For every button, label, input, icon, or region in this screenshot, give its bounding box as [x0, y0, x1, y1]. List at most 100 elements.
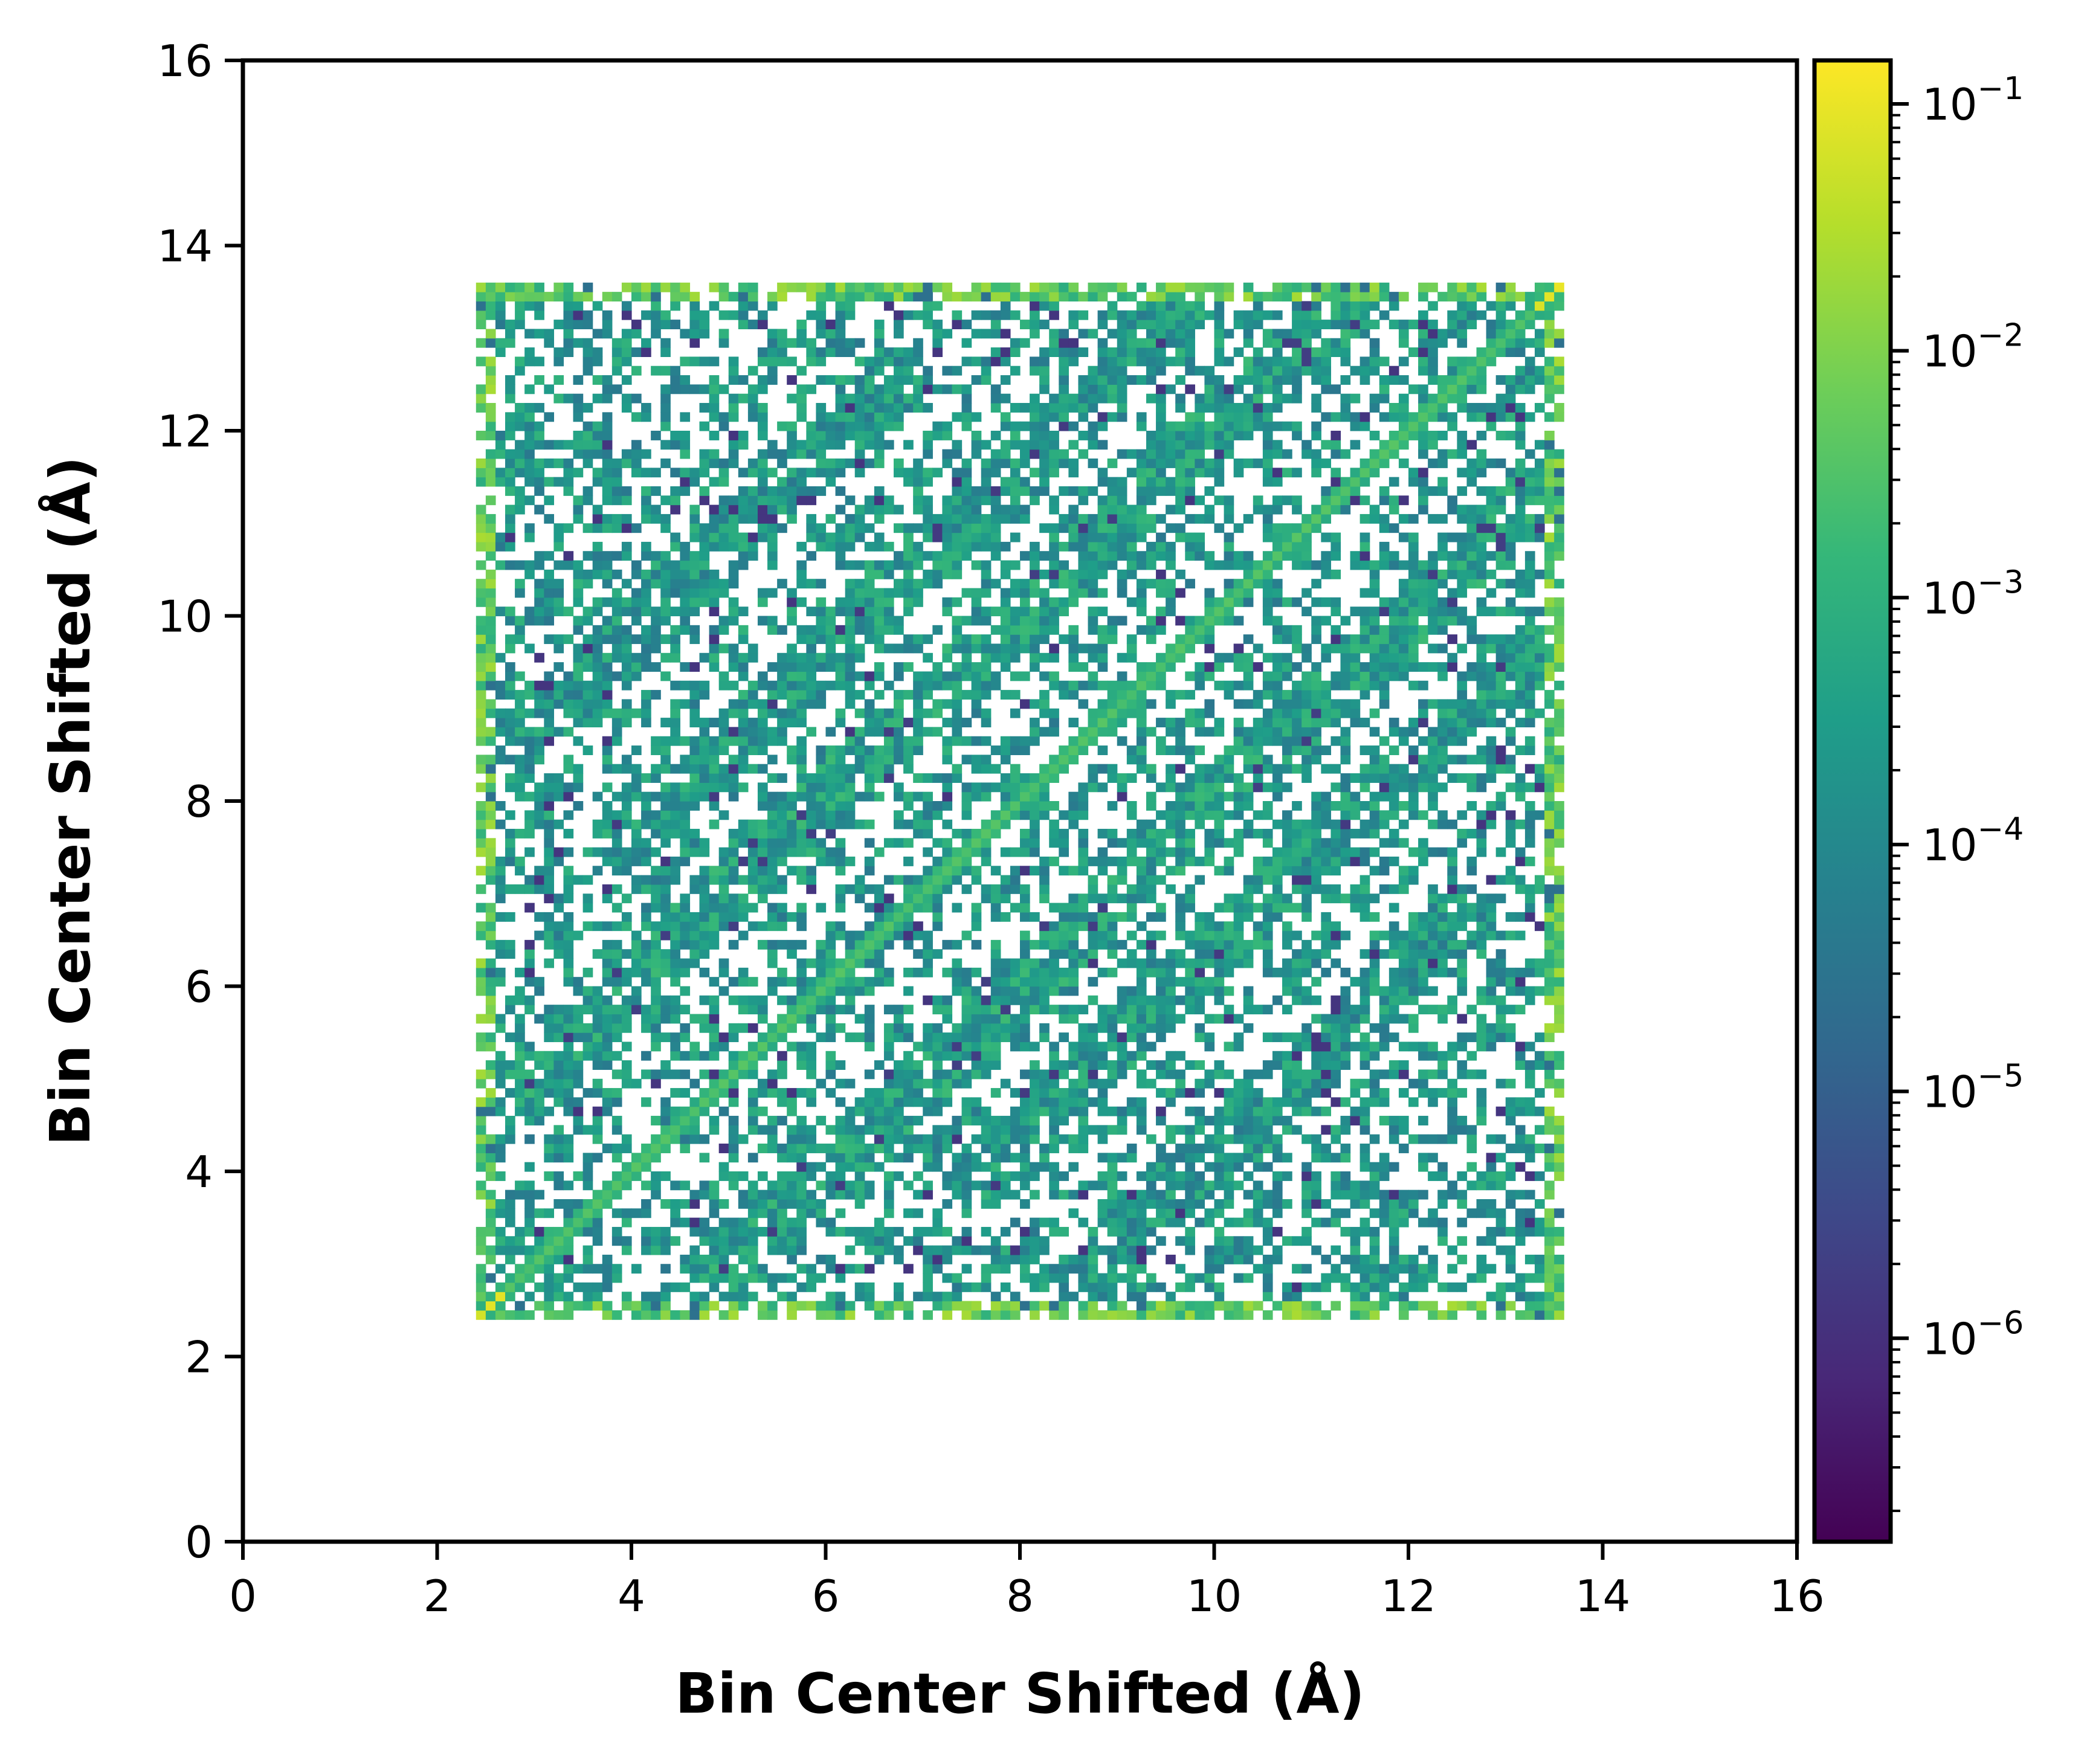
heatmap-cell [476, 643, 486, 654]
heatmap-cell [903, 560, 914, 570]
heatmap-cell [699, 884, 710, 894]
heatmap-cell [602, 939, 613, 950]
heatmap-cell [621, 856, 632, 866]
heatmap-cell [777, 1097, 787, 1107]
heatmap-cell [747, 292, 758, 302]
heatmap-cell [1030, 1116, 1040, 1125]
heatmap-cell [563, 468, 574, 478]
heatmap-cell [621, 1217, 632, 1228]
heatmap-cell [757, 1208, 768, 1218]
heatmap-cell [505, 1254, 515, 1264]
heatmap-cell [757, 1171, 768, 1181]
heatmap-cell [476, 1134, 486, 1144]
heatmap-cell [787, 662, 797, 672]
heatmap-cell [816, 329, 827, 339]
heatmap-cell [573, 301, 584, 311]
heatmap-cell [485, 1041, 496, 1052]
heatmap-cell [932, 662, 943, 672]
heatmap-cell [854, 504, 865, 515]
heatmap-cell [1146, 329, 1156, 339]
heatmap-cell [611, 708, 622, 718]
heatmap-cell [942, 1125, 953, 1135]
heatmap-cell [942, 421, 953, 431]
heatmap-cell [845, 1189, 856, 1200]
heatmap-cell [835, 504, 846, 515]
heatmap-cell [747, 643, 758, 654]
heatmap-cell [854, 1236, 865, 1246]
heatmap-cell [680, 958, 691, 968]
heatmap-cell [1156, 301, 1166, 311]
heatmap-cell [816, 1217, 827, 1228]
heatmap-cell [767, 810, 778, 820]
heatmap-cell [864, 421, 875, 431]
heatmap-cell [709, 1254, 720, 1264]
heatmap-cell [1049, 949, 1059, 959]
heatmap-cell [1126, 468, 1137, 478]
heatmap-cell [1039, 551, 1050, 561]
heatmap-cell [1117, 329, 1127, 339]
heatmap-cell [747, 1292, 758, 1302]
heatmap-cell [1166, 986, 1176, 996]
heatmap-cell [699, 597, 710, 607]
heatmap-cell [1156, 1208, 1166, 1218]
heatmap-cell [631, 828, 642, 839]
heatmap-cell [864, 393, 875, 404]
heatmap-cell [845, 301, 856, 311]
heatmap-cell [1010, 1189, 1021, 1200]
heatmap-cell [1126, 329, 1137, 339]
heatmap-cell [961, 495, 972, 506]
heatmap-cell [952, 560, 963, 570]
heatmap-cell [1000, 755, 1011, 765]
heatmap-cell [816, 541, 827, 552]
heatmap-cell [874, 532, 885, 542]
heatmap-cell [932, 838, 943, 848]
heatmap-cell [641, 884, 651, 894]
heatmap-cell [1146, 347, 1156, 357]
heatmap-cell [660, 1125, 671, 1135]
heatmap-cell [738, 301, 749, 311]
heatmap-cell [573, 310, 584, 320]
heatmap-cell [641, 541, 651, 552]
heatmap-cell [651, 579, 661, 589]
heatmap-cell [816, 1005, 827, 1015]
heatmap-cell [592, 468, 603, 478]
heatmap-cell [505, 1273, 515, 1283]
heatmap-cell [1117, 718, 1127, 727]
heatmap-cell [699, 403, 710, 413]
heatmap-cell [1030, 486, 1040, 496]
heatmap-cell [1146, 875, 1156, 885]
heatmap-cell [747, 1189, 758, 1200]
heatmap-cell [485, 671, 496, 681]
heatmap-cell [854, 1014, 865, 1024]
heatmap-cell [631, 1078, 642, 1089]
heatmap-cell [777, 708, 787, 718]
heatmap-cell [796, 1041, 807, 1052]
heatmap-cell [592, 995, 603, 1005]
heatmap-cell [883, 1078, 894, 1089]
heatmap-cell [747, 403, 758, 413]
heatmap-cell [1030, 699, 1040, 709]
heatmap-cell [1126, 551, 1137, 561]
heatmap-cell [728, 977, 739, 987]
heatmap-cell [990, 884, 1001, 894]
heatmap-cell [854, 875, 865, 885]
heatmap-cell [670, 1088, 680, 1098]
heatmap-cell [651, 736, 661, 746]
heatmap-cell [1020, 1097, 1030, 1107]
heatmap-cell [835, 597, 846, 607]
heatmap-cell [515, 625, 525, 635]
heatmap-cell [894, 468, 904, 478]
heatmap-cell [534, 690, 544, 700]
heatmap-cell [894, 1134, 904, 1144]
heatmap-cell [680, 616, 691, 626]
heatmap-cell [864, 718, 875, 727]
heatmap-cell [728, 403, 739, 413]
heatmap-cell [923, 967, 933, 977]
heatmap-cell [971, 634, 982, 645]
heatmap-cell [476, 1144, 486, 1153]
heatmap-cell [476, 588, 486, 598]
heatmap-cell [845, 810, 856, 820]
heatmap-cell [903, 967, 914, 977]
heatmap-cell [835, 301, 846, 311]
